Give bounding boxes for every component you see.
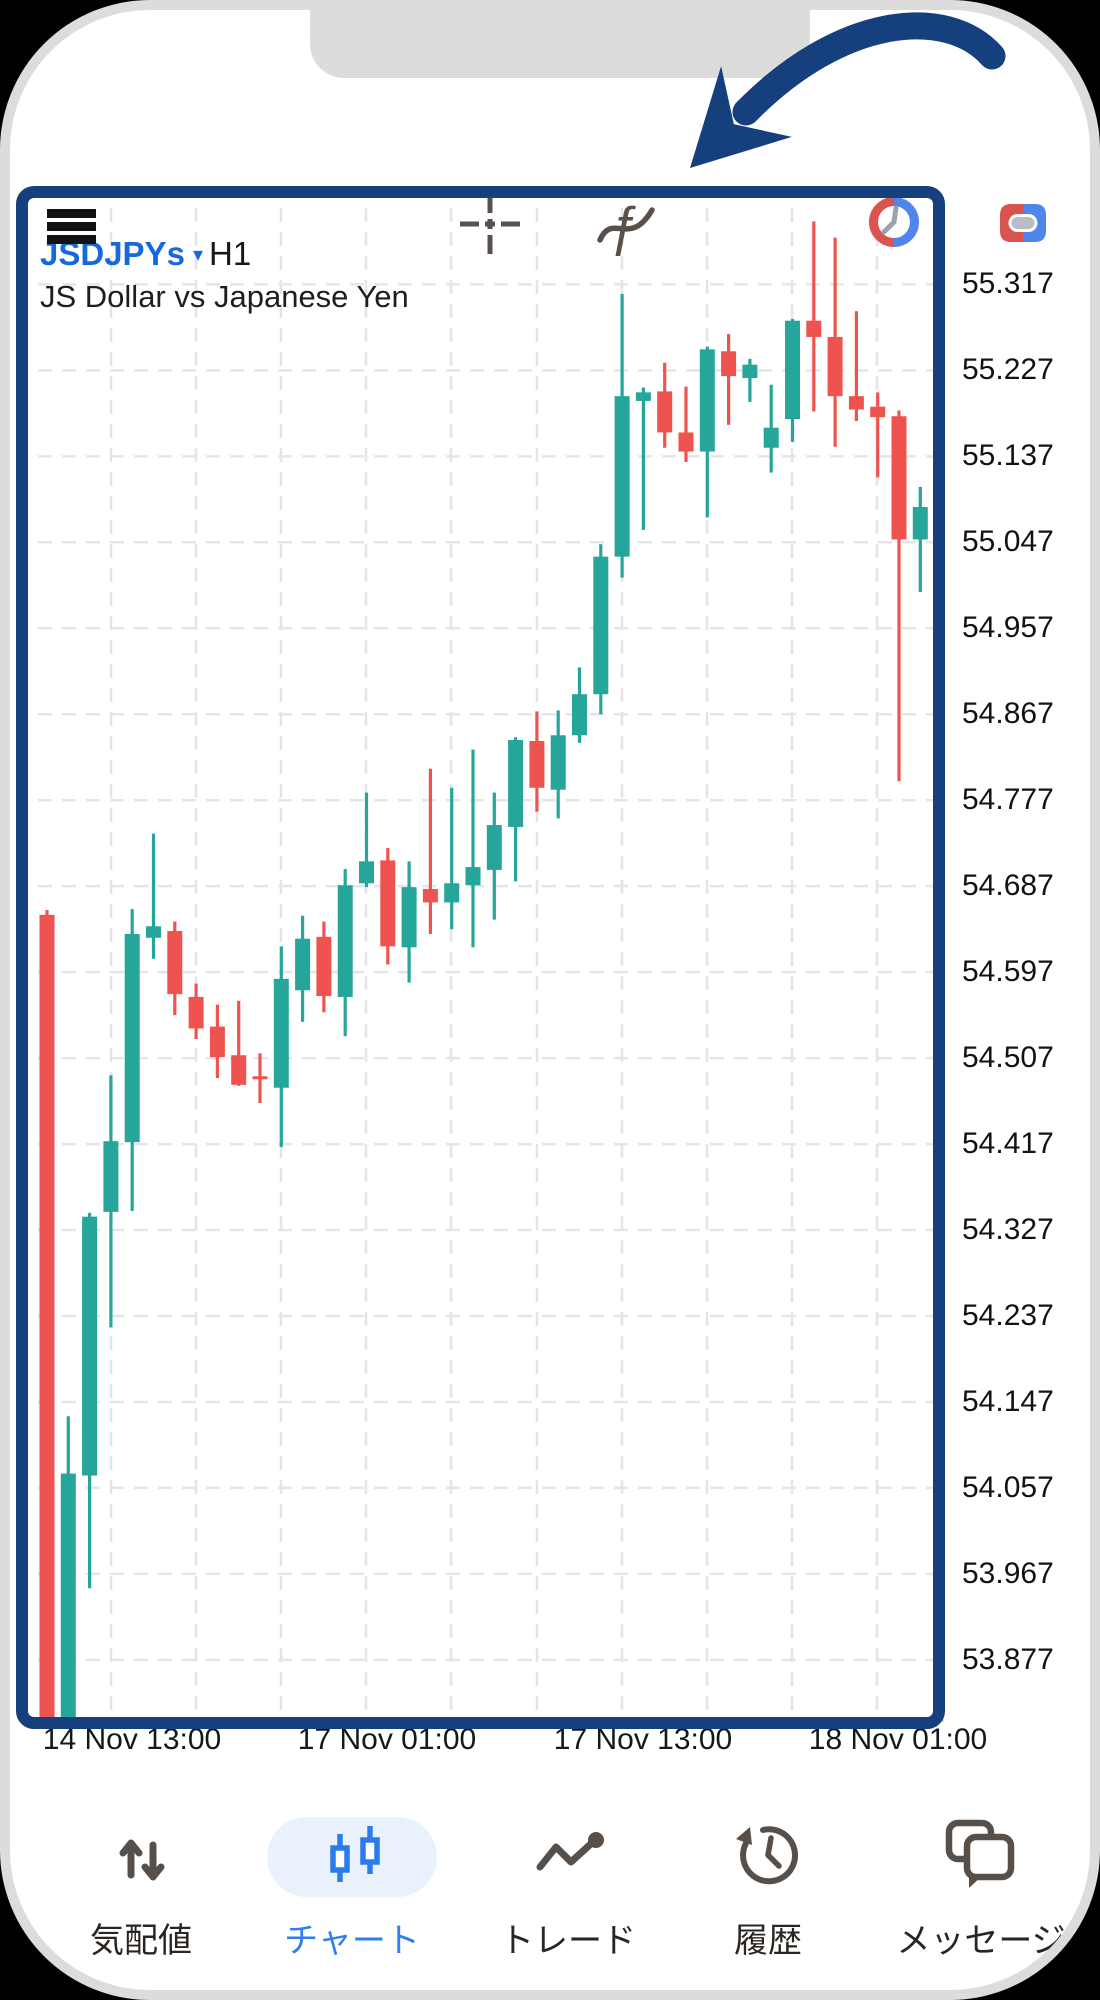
symbol-description: JS Dollar vs Japanese Yen (40, 279, 409, 314)
trade-trend-icon (536, 1832, 604, 1871)
objects-toggle-icon[interactable] (998, 202, 1050, 246)
crosshair-icon[interactable] (455, 189, 525, 259)
active-tab-pill (267, 1817, 437, 1897)
bottom-nav: 気配値 チャート トレード (10, 1805, 1090, 1965)
price-axis-label: 55.047 (962, 525, 1054, 559)
price-axis-label: 54.687 (962, 869, 1054, 903)
nav-label-trade: トレード (500, 1922, 636, 1960)
price-axis-label: 54.957 (962, 611, 1054, 645)
price-axis-label: 54.147 (962, 1384, 1054, 1418)
symbol-dropdown-caret[interactable]: ▾ (192, 244, 203, 266)
nav-item-quotes[interactable]: 気配値 (41, 1805, 241, 1965)
nav-item-messages[interactable]: メッセージ (881, 1805, 1081, 1965)
messages-bubbles-icon (945, 1819, 1015, 1888)
nav-label-messages-history: 履歴 (734, 1922, 802, 1960)
nav-item-trade[interactable]: トレード (468, 1805, 668, 1965)
price-axis-label: 55.317 (962, 267, 1054, 301)
menu-icon[interactable] (47, 209, 96, 245)
indicator-function-icon[interactable]: ƒ (590, 186, 670, 266)
nav-item-chart[interactable]: チャート (252, 1805, 452, 1965)
history-clock-icon (736, 1826, 798, 1885)
nav-label-messages: メッセージ (896, 1922, 1066, 1960)
chart-candles-icon (330, 1826, 380, 1882)
price-axis-label: 54.057 (962, 1470, 1054, 1504)
price-axis-label: 54.777 (962, 783, 1054, 817)
time-axis-label: 18 Nov 01:00 (808, 1723, 988, 1756)
price-axis-label: 55.137 (962, 439, 1054, 473)
price-axis-label: 54.507 (962, 1041, 1054, 1075)
timeframe-label: H1 (208, 235, 252, 272)
nav-label-chart: チャート (284, 1922, 420, 1960)
price-axis-label: 54.597 (962, 955, 1054, 989)
phone-notch (310, 10, 810, 78)
time-axis-label: 17 Nov 01:00 (297, 1723, 477, 1756)
price-axis-label: 54.237 (962, 1299, 1054, 1332)
price-axis-label: 53.877 (962, 1642, 1054, 1676)
price-axis-label: 54.327 (962, 1213, 1054, 1247)
time-axis-label: 14 Nov 13:00 (42, 1723, 222, 1756)
time-axis-label: 17 Nov 13:00 (553, 1723, 733, 1756)
nav-item-history[interactable]: 履歴 (668, 1805, 868, 1965)
price-axis-label: 53.967 (962, 1556, 1054, 1590)
price-axis-label: 54.867 (962, 697, 1054, 731)
trading-sessions-clock-icon[interactable] (867, 195, 923, 251)
toolbar: ƒ (10, 96, 1090, 257)
quotes-arrows-icon (119, 1839, 165, 1881)
price-axis-label: 55.227 (962, 353, 1054, 387)
candlestick-chart[interactable] (38, 208, 944, 1721)
price-axis-label: 54.417 (962, 1127, 1054, 1161)
nav-label-quotes: 気配値 (90, 1922, 192, 1960)
